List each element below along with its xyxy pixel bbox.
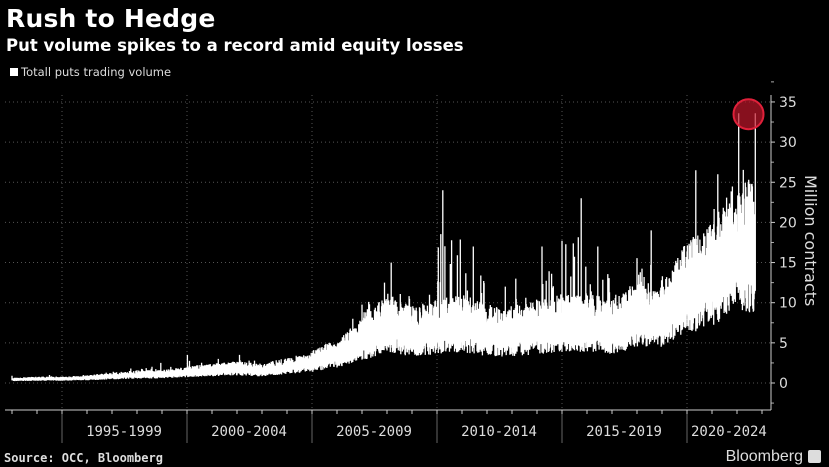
record-highlight-circle [732,98,765,131]
volume-year-2017 [611,286,638,354]
bloomberg-logo: Bloomberg [725,448,803,465]
volume-year-2007 [361,282,388,360]
volume-year-2014 [536,246,563,354]
volume-year-2001 [211,358,238,377]
x-period-label: 2000-2004 [211,424,287,440]
volume-year-2010 [436,190,463,354]
legend-label: Totall puts trading volume [21,65,172,79]
volume-year-1996 [86,372,113,381]
volume-year-2006 [336,318,363,368]
volume-year-1994 [36,375,63,381]
volume-year-2002 [236,354,263,377]
source-note: Source: OCC, Bloomberg [4,451,163,465]
y-tick-label: 25 [779,175,797,191]
y-tick-label: 0 [779,376,788,392]
x-period-label: 2015-2019 [586,424,662,440]
volume-year-2004 [286,352,313,374]
legend: Totall puts trading volume [10,65,171,79]
volume-year-1999 [161,366,188,379]
volume-year-2008 [386,262,413,356]
volume-year-2011 [461,246,488,356]
volume-year-1998 [136,362,163,379]
volume-year-2003 [261,358,288,377]
x-period-label: 2010-2014 [461,424,537,440]
y-tick-label: 15 [779,256,797,272]
x-period-label: 1995-1999 [86,424,162,440]
y-tick-label: 30 [779,135,797,151]
volume-year-2018 [636,230,663,347]
volume-year-1995 [61,375,88,381]
volume-year-2019 [661,246,688,345]
volume-year-2015 [561,198,588,352]
x-period-label: 2020-2024 [691,424,767,440]
volume-year-2012 [486,286,513,357]
chart-title: Rush to Hedge [6,4,216,33]
volume-year-2009 [411,294,438,356]
y-tick-label: 35 [779,95,797,111]
bloomberg-chart-icon [808,450,821,463]
chart-subtitle: Put volume spikes to a record amid equit… [6,36,464,55]
y-tick-label: 5 [779,336,788,352]
volume-year-1993 [11,375,38,382]
volume-year-2000 [186,354,213,378]
y-axis-label: Million contracts [801,175,820,307]
volume-year-2016 [586,246,613,354]
volume-year-2005 [311,342,338,372]
y-tick-label: 10 [779,296,797,312]
volume-year-1997 [111,368,138,380]
y-tick-label: 20 [779,215,797,231]
volume-year-2020 [686,170,713,332]
volume-year-2013 [511,278,538,356]
volume-year-2022 [736,113,756,313]
volume-year-2021 [711,174,738,325]
legend-swatch [10,68,18,76]
x-period-label: 2005-2009 [336,424,412,440]
